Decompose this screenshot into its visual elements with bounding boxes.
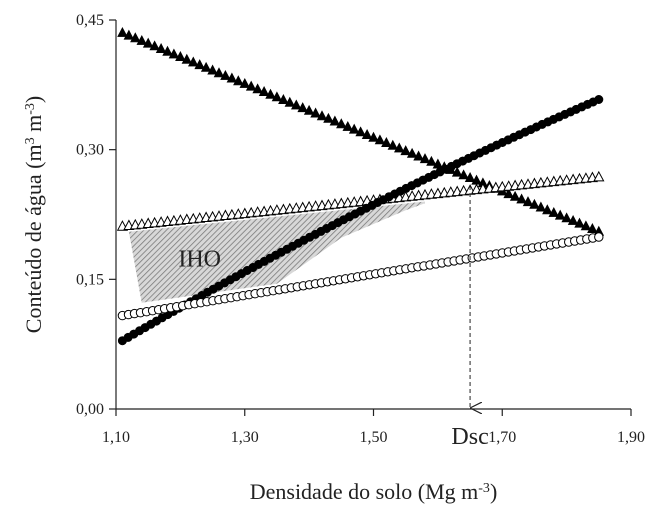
data-point [213, 67, 225, 78]
dsc-label: Dsc [451, 424, 488, 450]
y-tick-label: 0,15 [76, 271, 104, 288]
data-point [574, 217, 585, 228]
data-point [381, 137, 392, 147]
data-point [374, 134, 386, 145]
data-point [542, 204, 553, 215]
data-point [291, 99, 302, 110]
y-tick-label: 0,45 [76, 12, 104, 29]
data-point [297, 102, 308, 113]
data-point [329, 115, 341, 126]
x-tick-label: 1,10 [102, 429, 130, 446]
data-point [117, 26, 128, 37]
data-point [594, 95, 604, 105]
data-point [406, 147, 418, 158]
data-point [187, 56, 199, 67]
data-point [252, 83, 263, 94]
data-marks [116, 26, 605, 346]
data-point [142, 37, 154, 48]
data-point [400, 145, 411, 156]
y-tick-label: 0,00 [76, 401, 104, 418]
data-point [587, 223, 598, 233]
data-point [271, 91, 283, 102]
data-point [194, 59, 205, 70]
data-point [175, 51, 186, 62]
y-tick-label: 0,30 [76, 142, 104, 159]
data-point [368, 131, 379, 142]
data-point [130, 32, 141, 43]
x-tick-label: 1,30 [231, 429, 259, 446]
data-point [284, 96, 296, 107]
data-point [426, 155, 437, 166]
data-point [316, 110, 328, 121]
data-point [155, 43, 167, 54]
data-point [580, 220, 592, 231]
data-point [348, 123, 360, 134]
data-point [278, 94, 289, 104]
data-point [361, 129, 373, 139]
data-point [258, 86, 270, 96]
x-tick-label: 1,70 [488, 429, 516, 446]
iho-label: IHO [178, 247, 221, 273]
data-point [509, 190, 521, 201]
data-point [265, 88, 276, 99]
series-open-triangle [116, 170, 605, 231]
data-point [503, 188, 514, 199]
data-point [310, 107, 321, 118]
data-point [594, 232, 604, 242]
data-point [567, 214, 579, 225]
data-point [593, 170, 605, 182]
y-axis-title: Conteúdo de água (m3 m-3) [21, 96, 46, 333]
data-point [323, 112, 334, 123]
data-point [226, 72, 238, 83]
x-axis-title: Densidade do solo (Mg m-3) [250, 479, 498, 504]
data-point [200, 61, 212, 72]
data-point [149, 40, 160, 51]
data-point [239, 77, 250, 88]
data-point [245, 80, 257, 91]
data-point [419, 153, 431, 164]
data-point [220, 69, 231, 80]
data-point [207, 64, 218, 75]
data-point [162, 45, 173, 56]
data-point [181, 53, 193, 64]
data-point [123, 29, 135, 40]
data-point [554, 209, 566, 220]
x-tick-label: 1,50 [360, 429, 388, 446]
data-point [561, 212, 572, 223]
data-point [464, 172, 476, 182]
data-point [342, 120, 353, 131]
x-tick-label: 1,90 [617, 429, 645, 446]
data-point [394, 142, 405, 153]
data-point [336, 118, 347, 129]
data-point [303, 104, 315, 115]
series-open-circle [117, 232, 604, 321]
data-point [458, 169, 469, 180]
ticks: 1,10 1,30 1,50 1,70 1,90 0,00 0,15 0,30 0,45 [76, 12, 645, 446]
data-point [168, 48, 180, 59]
data-point [136, 34, 147, 45]
data-point [413, 150, 424, 161]
data-point [516, 193, 527, 204]
data-point [535, 201, 547, 212]
data-point [522, 196, 534, 207]
data-point [529, 198, 540, 209]
data-point [451, 166, 463, 177]
data-point [548, 206, 559, 217]
data-point [233, 75, 244, 86]
data-point [387, 139, 399, 150]
data-point [355, 126, 366, 137]
